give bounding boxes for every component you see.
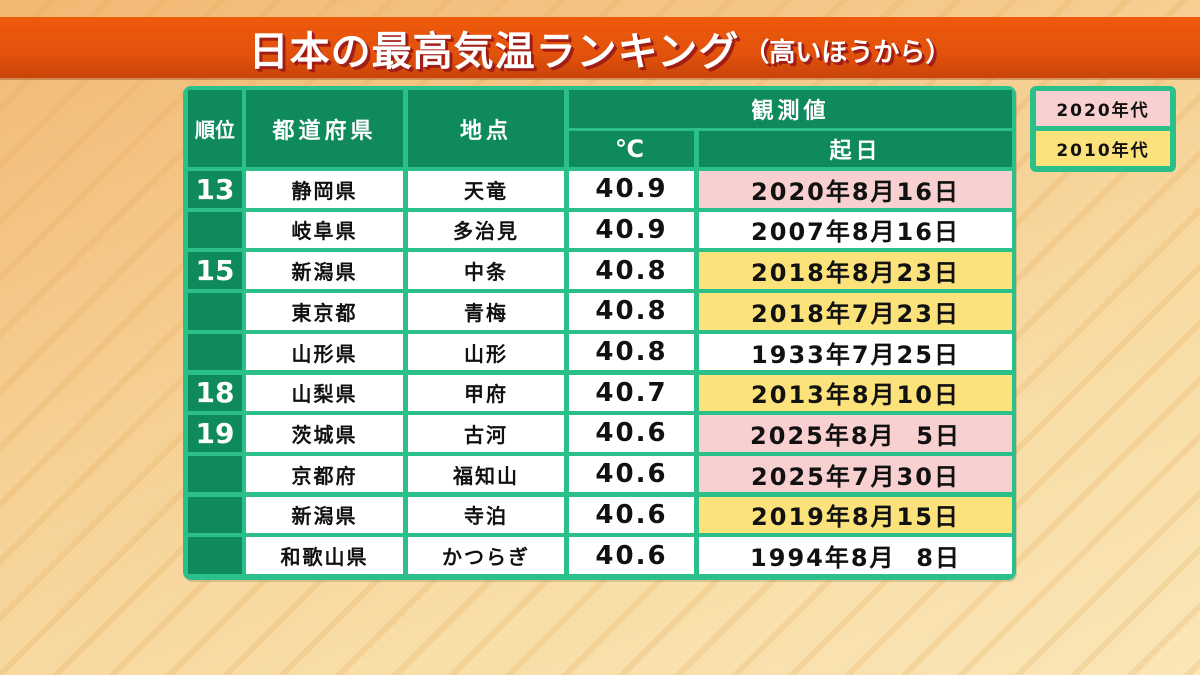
temperature-cell: 40.7: [569, 374, 694, 411]
ranking-table: 順位 都道府県 地点 観測値 ℃ 起日 13 静岡県 天竜 40.9 2020年8月16…: [183, 86, 1016, 580]
rank-cell: [188, 496, 242, 534]
location-cell: 天竜: [408, 171, 564, 208]
prefecture-cell: 東京都: [246, 293, 403, 330]
location-cell: 山形: [408, 333, 564, 371]
prefecture-cell: 京都府: [246, 455, 403, 493]
temperature-cell: 40.6: [569, 415, 694, 452]
date-cell: 1994年8月 8日: [699, 537, 1012, 574]
rank-cell: [188, 537, 242, 574]
temperature-cell: 40.9: [569, 171, 694, 208]
date-cell: 1933年7月25日: [699, 333, 1012, 371]
prefecture-cell: 和歌山県: [246, 537, 403, 574]
prefecture-cell: 新潟県: [246, 496, 403, 534]
header-date: 起日: [699, 131, 1012, 167]
prefecture-cell: 山梨県: [246, 374, 403, 411]
header-celsius: ℃: [569, 131, 694, 167]
rank-cell: [188, 333, 242, 371]
header-observed: 観測値: [569, 90, 1012, 128]
legend-label: 2020年代: [1056, 101, 1150, 121]
date-cell: 2018年7月23日: [699, 293, 1012, 330]
legend-item-2020s: 2020年代: [1036, 91, 1170, 126]
location-cell: 中条: [408, 252, 564, 289]
date-cell: 2025年8月 5日: [699, 415, 1012, 452]
temperature-cell: 40.6: [569, 455, 694, 493]
location-cell: かつらぎ: [408, 537, 564, 574]
temperature-cell: 40.8: [569, 252, 694, 289]
location-cell: 福知山: [408, 455, 564, 493]
location-cell: 甲府: [408, 374, 564, 411]
temperature-cell: 40.8: [569, 293, 694, 330]
date-cell: 2019年8月15日: [699, 496, 1012, 534]
rank-cell: [188, 211, 242, 249]
temperature-cell: 40.6: [569, 496, 694, 534]
legend-label: 2010年代: [1056, 141, 1150, 161]
prefecture-cell: 岐阜県: [246, 211, 403, 249]
rank-cell: 15: [188, 252, 242, 289]
location-cell: 寺泊: [408, 496, 564, 534]
rank-cell: [188, 455, 242, 493]
location-cell: 古河: [408, 415, 564, 452]
rank-cell: 19: [188, 415, 242, 452]
date-cell: 2020年8月16日: [699, 171, 1012, 208]
page-title-sub: （高いほうから）: [743, 38, 952, 68]
temperature-cell: 40.9: [569, 211, 694, 249]
page-title-main: 日本の最高気温ランキング: [248, 28, 740, 75]
decade-legend: 2020年代 2010年代: [1030, 86, 1176, 172]
prefecture-cell: 茨城県: [246, 415, 403, 452]
prefecture-cell: 新潟県: [246, 252, 403, 289]
date-cell: 2013年8月10日: [699, 374, 1012, 411]
rank-cell: 13: [188, 171, 242, 208]
page-title: 日本の最高気温ランキング （高いほうから）: [0, 17, 1200, 78]
prefecture-cell: 静岡県: [246, 171, 403, 208]
rank-cell: [188, 293, 242, 330]
date-cell: 2018年8月23日: [699, 252, 1012, 289]
temperature-cell: 40.8: [569, 333, 694, 371]
header-rank: 順位: [188, 90, 242, 167]
location-cell: 青梅: [408, 293, 564, 330]
rank-cell: 18: [188, 374, 242, 411]
header-prefecture: 都道府県: [246, 90, 403, 167]
legend-item-2010s: 2010年代: [1036, 131, 1170, 166]
title-banner: 日本の最高気温ランキング （高いほうから）: [0, 17, 1200, 78]
prefecture-cell: 山形県: [246, 333, 403, 371]
header-location: 地点: [408, 90, 564, 167]
date-cell: 2007年8月16日: [699, 211, 1012, 249]
location-cell: 多治見: [408, 211, 564, 249]
date-cell: 2025年7月30日: [699, 455, 1012, 493]
temperature-cell: 40.6: [569, 537, 694, 574]
